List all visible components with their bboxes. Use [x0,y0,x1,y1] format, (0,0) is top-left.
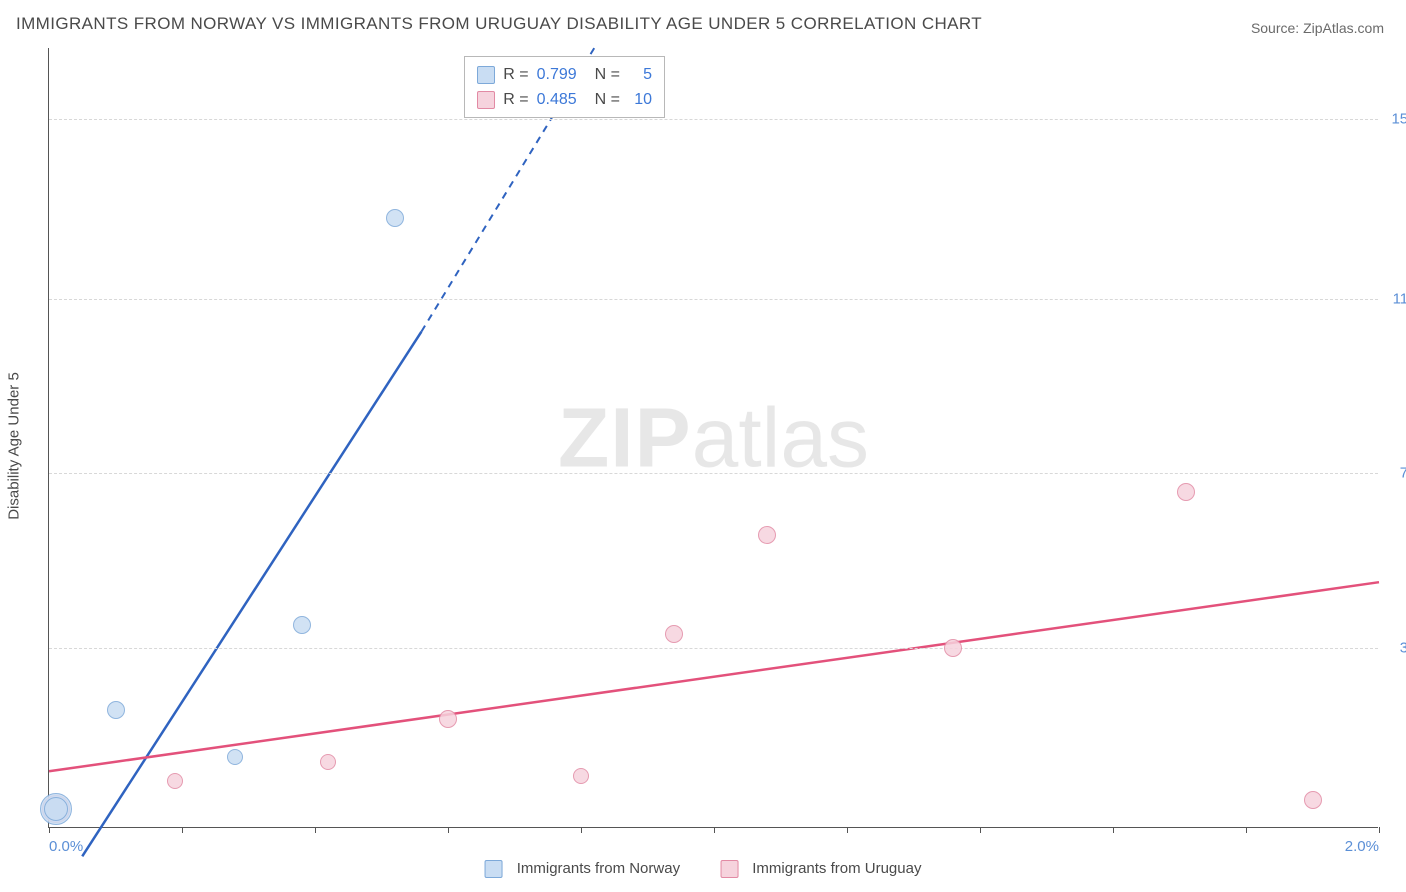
x-tick-label: 0.0% [49,838,83,855]
x-tick-mark [581,827,582,833]
grid-line [49,648,1378,649]
x-tick-mark [847,827,848,833]
uruguay-point [439,710,457,728]
stats-row-uruguay: R = 0.485 N = 10 [477,87,652,112]
legend-item-uruguay: Immigrants from Uruguay [720,860,921,878]
trend-lines-layer [49,48,1378,827]
norway-point [44,797,68,821]
x-tick-mark [315,827,316,833]
uruguay-point [167,773,183,789]
n-label: N = [595,87,620,112]
norway-point [386,209,404,227]
norway-point [293,616,311,634]
uruguay-point [944,639,962,657]
legend-item-norway: Immigrants from Norway [485,860,681,878]
x-tick-mark [1246,827,1247,833]
uruguay-swatch-icon [477,91,495,109]
correlation-stats-box: R = 0.799 N = 5 R = 0.485 N = 10 [464,56,665,118]
x-tick-label: 2.0% [1345,838,1379,855]
r-value-uruguay: 0.485 [537,87,587,112]
uruguay-swatch-icon [720,860,738,878]
watermark: ZIPatlas [558,389,869,486]
watermark-rest: atlas [692,390,869,484]
n-value-uruguay: 10 [628,87,652,112]
plot-area: ZIPatlas R = 0.799 N = 5 R = 0.485 N = 1… [48,48,1378,828]
norway-swatch-icon [477,66,495,84]
r-value-norway: 0.799 [537,62,587,87]
x-tick-mark [49,827,50,833]
chart-title: IMMIGRANTS FROM NORWAY VS IMMIGRANTS FRO… [16,14,982,34]
x-tick-mark [714,827,715,833]
x-tick-mark [1113,827,1114,833]
r-label: R = [503,62,528,87]
norway-point [107,701,125,719]
x-tick-mark [448,827,449,833]
grid-line [49,299,1378,300]
uruguay-trend-line [49,582,1379,771]
uruguay-point [1177,483,1195,501]
n-value-norway: 5 [628,62,652,87]
x-tick-mark [182,827,183,833]
legend: Immigrants from Norway Immigrants from U… [485,860,922,878]
uruguay-point [665,625,683,643]
y-tick-label: 7.5% [1400,465,1406,482]
grid-line [49,119,1378,120]
grid-line [49,473,1378,474]
r-label: R = [503,87,528,112]
stats-row-norway: R = 0.799 N = 5 [477,62,652,87]
y-tick-label: 3.8% [1400,640,1406,657]
uruguay-point [573,768,589,784]
norway-swatch-icon [485,860,503,878]
y-tick-label: 15.0% [1391,110,1406,127]
uruguay-point [1304,791,1322,809]
y-axis-label: Disability Age Under 5 [6,372,23,520]
source-attribution: Source: ZipAtlas.com [1251,20,1384,36]
legend-label-uruguay: Immigrants from Uruguay [752,860,921,877]
y-tick-label: 11.2% [1393,290,1406,307]
legend-label-norway: Immigrants from Norway [517,860,680,877]
watermark-bold: ZIP [558,390,692,484]
x-tick-mark [1379,827,1380,833]
uruguay-point [758,526,776,544]
n-label: N = [595,62,620,87]
norway-point [227,749,243,765]
x-tick-mark [980,827,981,833]
uruguay-point [320,754,336,770]
norway-trend-line [82,332,421,857]
